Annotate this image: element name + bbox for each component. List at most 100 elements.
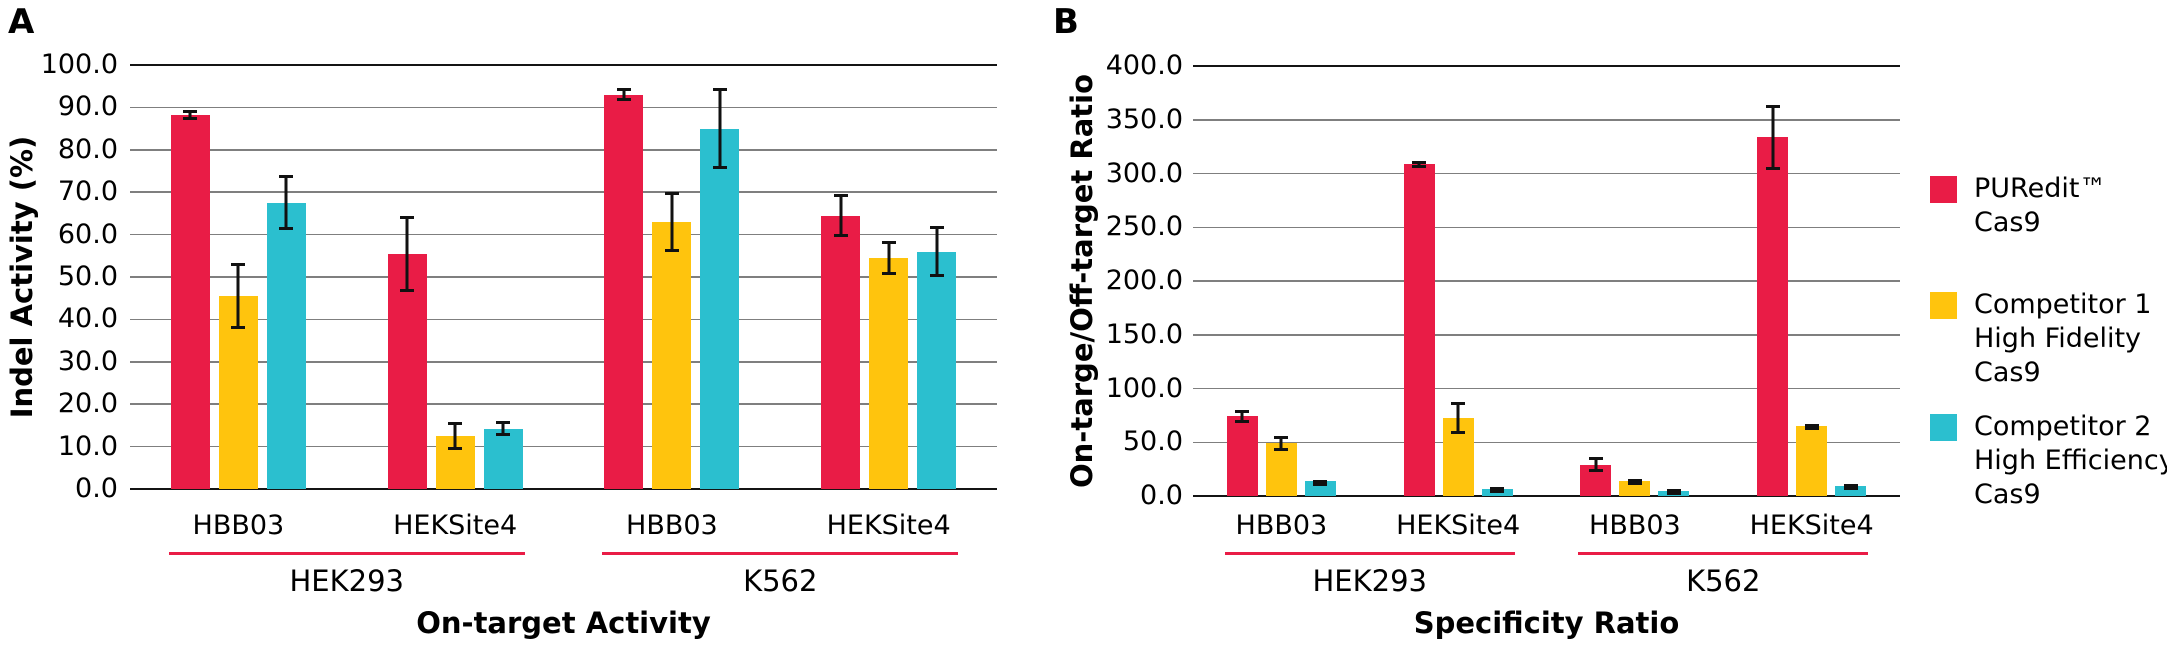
gridline — [130, 361, 997, 363]
gridline — [130, 191, 997, 193]
cell-line-label: HEK293 — [289, 564, 405, 598]
y-tick-label: 90.0 — [57, 91, 118, 123]
bar — [170, 114, 210, 489]
y-tick-label: 200.0 — [1105, 265, 1183, 296]
error-bar — [400, 215, 415, 292]
bar — [917, 251, 957, 489]
legend-label: Competitor 1 High Fidelity Cas9 — [1974, 288, 2151, 390]
bar — [604, 94, 644, 489]
error-bar — [1765, 105, 1780, 170]
category-label: HBB03 — [1235, 510, 1328, 541]
error-bar — [1313, 480, 1328, 487]
y-tick-label: 50.0 — [57, 261, 118, 292]
bar — [483, 428, 523, 489]
bar — [821, 215, 861, 489]
category-label: HBB03 — [1589, 510, 1681, 541]
error-bar — [1627, 479, 1642, 486]
legend-label-line: Cas9 — [1974, 207, 2041, 238]
category-label: HEKSite4 — [826, 510, 951, 541]
bar — [387, 253, 427, 489]
y-tick-label: 10.0 — [57, 430, 118, 462]
legend-label-line: High Fidelity — [1974, 323, 2142, 354]
bar — [1226, 416, 1258, 496]
y-tick-label: 350.0 — [1105, 103, 1183, 135]
bar — [266, 202, 306, 489]
error-bar — [1843, 484, 1858, 491]
error-bar — [929, 226, 944, 277]
error-bar — [1451, 401, 1466, 435]
gridline — [130, 276, 997, 278]
bar — [1796, 426, 1828, 496]
y-tick-label: 40.0 — [57, 303, 118, 335]
legend-label-line: High Efficiency — [1974, 445, 2167, 476]
error-bar — [1490, 487, 1505, 494]
group-underline — [602, 552, 959, 555]
gridline — [130, 403, 997, 405]
error-bar — [496, 421, 511, 437]
y-tick-label: 20.0 — [57, 388, 118, 420]
gridline — [130, 106, 997, 109]
y-tick-label: 100.0 — [1105, 372, 1183, 404]
group-underline — [168, 552, 525, 555]
error-bar — [1588, 457, 1603, 473]
legend-swatch — [1930, 292, 1957, 319]
gridline — [130, 233, 997, 236]
gridline — [1193, 226, 1900, 228]
error-bar — [1412, 161, 1427, 168]
y-tick-label: 250.0 — [1105, 211, 1183, 243]
error-bar — [833, 194, 848, 237]
legend-swatch — [1930, 176, 1957, 203]
category-label: HEKSite4 — [1749, 510, 1874, 541]
bar — [1265, 443, 1297, 496]
y-tick-label: 60.0 — [57, 218, 118, 250]
bar — [869, 257, 909, 489]
group-underline — [1578, 552, 1869, 555]
error-bar — [881, 240, 896, 275]
cell-line-label: K562 — [743, 564, 818, 598]
bar — [1403, 164, 1435, 496]
gridline — [130, 488, 997, 490]
y-tick-label: 0.0 — [75, 473, 118, 504]
cell-line-label: K562 — [1686, 564, 1761, 598]
category-label: HBB03 — [192, 510, 285, 541]
legend-label-line: Competitor 2 — [1974, 411, 2152, 442]
legend-label-line: Cas9 — [1974, 479, 2041, 510]
error-bar — [616, 88, 631, 102]
error-bar — [1274, 435, 1289, 451]
y-tick-label: 0.0 — [1140, 480, 1183, 511]
y-tick-label: 150.0 — [1105, 318, 1183, 350]
error-bar — [1235, 410, 1250, 423]
error-bar — [712, 88, 727, 169]
y-tick-label: 70.0 — [57, 176, 118, 208]
gridline — [1193, 495, 1900, 497]
category-label: HEKSite4 — [393, 510, 518, 541]
y-tick-label: 50.0 — [1122, 426, 1183, 458]
legend-label-line: PURedit™ — [1974, 173, 2107, 204]
error-bar — [183, 109, 198, 120]
legend-label-line: Cas9 — [1974, 357, 2041, 388]
category-label: HBB03 — [626, 510, 718, 541]
gridline — [130, 149, 997, 151]
category-label: HEKSite4 — [1396, 510, 1521, 541]
error-bar — [448, 422, 463, 450]
gridline — [1193, 334, 1900, 336]
y-tick-label: 300.0 — [1105, 157, 1183, 189]
gridline — [130, 318, 997, 321]
panel-a-x-axis-title: On-target Activity — [416, 606, 711, 640]
bar — [652, 221, 692, 489]
error-bar — [279, 175, 294, 231]
legend-label: PURedit™ Cas9 — [1974, 172, 2106, 240]
bar — [1757, 137, 1789, 496]
y-tick-label: 80.0 — [57, 133, 118, 165]
legend-swatch — [1930, 414, 1957, 441]
y-tick-label: 30.0 — [57, 345, 118, 377]
gridline — [130, 445, 997, 448]
gridline — [1193, 387, 1900, 390]
gridline — [1193, 280, 1900, 282]
bar — [1835, 486, 1867, 496]
y-tick-label: 400.0 — [1105, 50, 1183, 81]
panel-a-label: A — [8, 2, 35, 42]
panel-b-x-axis-title: Specificity Ratio — [1413, 606, 1680, 640]
legend-label-line: Competitor 1 — [1974, 289, 2152, 320]
